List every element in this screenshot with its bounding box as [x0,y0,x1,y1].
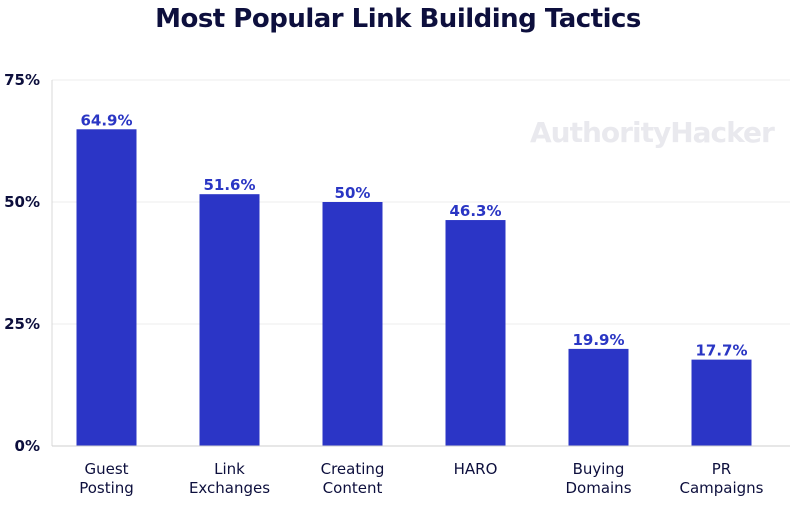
bar [445,220,506,446]
bar [322,202,383,446]
bar [568,348,629,446]
x-tick-label: Creating Content [321,460,385,497]
watermark-logo: AuthorityHacker [530,116,775,149]
chart-title: Most Popular Link Building Tactics [155,4,641,34]
data-label: 19.9% [572,331,624,349]
x-tick-label: HARO [454,460,498,478]
y-tick-label: 25% [4,315,40,333]
data-label: 51.6% [203,176,255,194]
x-tick-label: Guest Posting [79,460,134,497]
data-label: 64.9% [80,111,132,129]
y-tick-label: 75% [4,71,40,89]
y-tick-label: 50% [4,193,40,211]
data-label: 17.7% [695,342,747,360]
x-tick-label: Buying Domains [565,460,631,497]
y-tick-label: 0% [15,437,40,455]
data-label: 46.3% [449,202,501,220]
x-tick-label: PR Campaigns [679,460,763,497]
x-tick-label: Link Exchanges [189,460,270,497]
bar [76,129,137,446]
data-label: 50% [335,184,371,202]
bar [691,359,752,446]
bar [199,194,260,446]
